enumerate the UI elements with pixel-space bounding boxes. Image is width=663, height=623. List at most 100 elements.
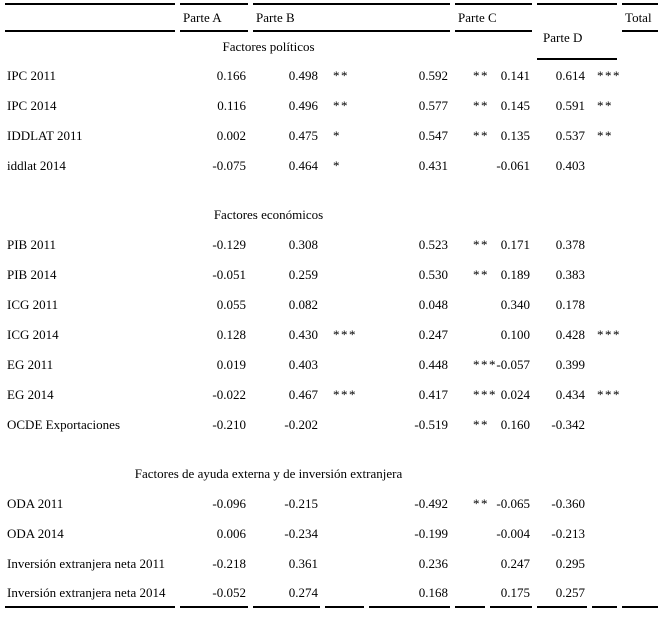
cell-parte-a: -0.129 xyxy=(212,236,246,252)
cell-parte-c: 0.577 xyxy=(418,97,448,113)
cell-total xyxy=(622,349,658,379)
cell-total xyxy=(622,488,658,518)
cell-parte-d2: -0.360 xyxy=(551,495,586,511)
table-row: EG 2011 0.019 0.403 0.448 *** -0.057 0.399 xyxy=(5,349,658,379)
cell-parte-c-sig xyxy=(455,319,485,349)
cell-parte-c: 0.168 xyxy=(369,578,450,608)
section-title: Factores de ayuda externa y de inversión… xyxy=(134,465,403,481)
cell-parte-d2: 0.383 xyxy=(555,266,586,282)
row-label: IDDLAT 2011 xyxy=(7,127,83,143)
row-label: EG 2011 xyxy=(7,356,54,372)
cell-parte-d2: 0.434 xyxy=(555,386,586,402)
table-row: IPC 2014 0.116 0.496 ** 0.577 ** 0.145 0.591 ** xyxy=(5,90,658,120)
cell-parte-c-sig: *** xyxy=(473,356,497,372)
cell-parte-a: 0.116 xyxy=(217,97,246,113)
cell-parte-c: 0.448 xyxy=(418,356,448,372)
cell-parte-c-sig: ** xyxy=(473,266,489,282)
cell-parte-b: 0.361 xyxy=(288,555,318,571)
cell-parte-b-sig: *** xyxy=(333,386,357,402)
cell-parte-c-sig: ** xyxy=(473,127,489,143)
cell-total xyxy=(622,409,658,439)
cell-parte-d1: -0.004 xyxy=(496,525,531,541)
table-row: ODA 2011 -0.096 -0.215 -0.492 ** -0.065 -0.360 xyxy=(5,488,658,518)
cell-parte-d2: 0.591 xyxy=(555,97,586,113)
cell-parte-b-sig xyxy=(325,548,364,578)
table-row: ICG 2011 0.055 0.082 0.048 0.340 0.178 xyxy=(5,289,658,319)
row-label: IPC 2011 xyxy=(7,67,56,83)
row-label: ODA 2011 xyxy=(7,495,64,511)
cell-parte-b-sig: *** xyxy=(333,326,357,342)
section-title: Factores políticos xyxy=(222,38,315,54)
cell-parte-c: -0.492 xyxy=(414,495,448,511)
cell-total xyxy=(622,319,658,349)
cell-parte-d-sig xyxy=(592,518,617,548)
table-row: EG 2014 -0.022 0.467 *** 0.417 *** 0.024 0.434 *… xyxy=(5,379,658,409)
cell-parte-d1: 0.024 xyxy=(500,386,531,402)
cell-parte-b: -0.202 xyxy=(284,416,318,432)
cell-total xyxy=(622,379,658,409)
cell-parte-b: 0.430 xyxy=(288,326,318,342)
row-label: OCDE Exportaciones xyxy=(7,416,121,432)
cell-parte-b-sig xyxy=(325,289,364,319)
table-row: OCDE Exportaciones -0.210 -0.202 -0.519 ** 0.… xyxy=(5,409,658,439)
cell-parte-d1: 0.141 xyxy=(500,67,531,83)
cell-parte-a: 0.019 xyxy=(216,356,246,372)
cell-parte-b: 0.496 xyxy=(288,97,318,113)
cell-parte-d2: 0.295 xyxy=(555,555,586,571)
cell-parte-a: 0.055 xyxy=(216,296,246,312)
cell-parte-d1: 0.171 xyxy=(500,236,531,252)
cell-parte-b: 0.082 xyxy=(288,296,318,312)
cell-parte-a: 0.128 xyxy=(216,326,246,342)
cell-parte-b-sig xyxy=(325,488,364,518)
cell-parte-b-sig: ** xyxy=(333,67,349,83)
table-row: PIB 2011 -0.129 0.308 0.523 ** 0.171 0.378 xyxy=(5,229,658,259)
cell-parte-c: 0.247 xyxy=(418,326,448,342)
cell-parte-d1: -0.065 xyxy=(496,495,531,511)
row-label: iddlat 2014 xyxy=(7,157,66,173)
cell-parte-c-sig: *** xyxy=(473,386,497,402)
correlation-table: Parte A Parte B Parte C Parte D Total Fa… xyxy=(0,3,663,608)
cell-total xyxy=(622,60,658,90)
table-row: iddlat 2014 -0.075 0.464 * 0.431 -0.061 0.403 xyxy=(5,150,658,180)
cell-parte-c-sig: ** xyxy=(473,495,489,511)
cell-parte-b: 0.467 xyxy=(288,386,318,402)
cell-total xyxy=(622,289,658,319)
cell-parte-d-sig: *** xyxy=(597,67,622,83)
cell-parte-d1: 0.340 xyxy=(500,296,531,312)
cell-parte-d-sig xyxy=(592,259,617,289)
cell-parte-d-sig xyxy=(592,289,617,319)
cell-parte-d-sig xyxy=(592,150,617,180)
section-title-row: Factores económicos xyxy=(5,199,658,229)
spacer-cell xyxy=(5,180,658,199)
row-label: ICG 2014 xyxy=(7,326,59,342)
header-parte-c: Parte C xyxy=(455,3,533,32)
cell-parte-d1: 0.100 xyxy=(500,326,531,342)
cell-parte-c-sig: ** xyxy=(473,67,489,83)
table-row: IPC 2011 0.166 0.498 ** 0.592 ** 0.141 0.614 *** xyxy=(5,60,658,90)
cell-total xyxy=(622,150,658,180)
table-row: ICG 2014 0.128 0.430 *** 0.247 0.100 0.428 *** xyxy=(5,319,658,349)
cell-parte-d1: 0.247 xyxy=(500,555,531,571)
cell-parte-a: -0.075 xyxy=(212,157,246,173)
cell-parte-c-sig: ** xyxy=(473,236,489,252)
cell-parte-b: 0.464 xyxy=(288,157,318,173)
row-label: Inversión extranjera neta 2014 xyxy=(5,578,175,608)
cell-parte-c: 0.236 xyxy=(418,555,448,571)
cell-total xyxy=(622,90,658,120)
cell-parte-d2: 0.378 xyxy=(555,236,586,252)
cell-parte-d-sig: *** xyxy=(597,326,622,342)
cell-parte-c: 0.431 xyxy=(418,157,448,173)
header-label-cell xyxy=(5,3,175,32)
cell-parte-b: 0.308 xyxy=(288,236,318,252)
table-row: ODA 2014 0.006 -0.234 -0.199 -0.004 -0.213 xyxy=(5,518,658,548)
cell-parte-d1: -0.061 xyxy=(496,157,531,173)
cell-total xyxy=(622,578,659,608)
row-label: IPC 2014 xyxy=(7,97,57,113)
header-parte-b: Parte B xyxy=(253,3,450,32)
cell-parte-d-sig xyxy=(592,409,617,439)
section-title-row: Factores de ayuda externa y de inversión… xyxy=(5,458,658,488)
header-parte-a: Parte A xyxy=(180,3,248,32)
cell-parte-d-sig: ** xyxy=(597,127,614,143)
cell-parte-d2: -0.342 xyxy=(551,416,586,432)
row-label: ICG 2011 xyxy=(7,296,59,312)
